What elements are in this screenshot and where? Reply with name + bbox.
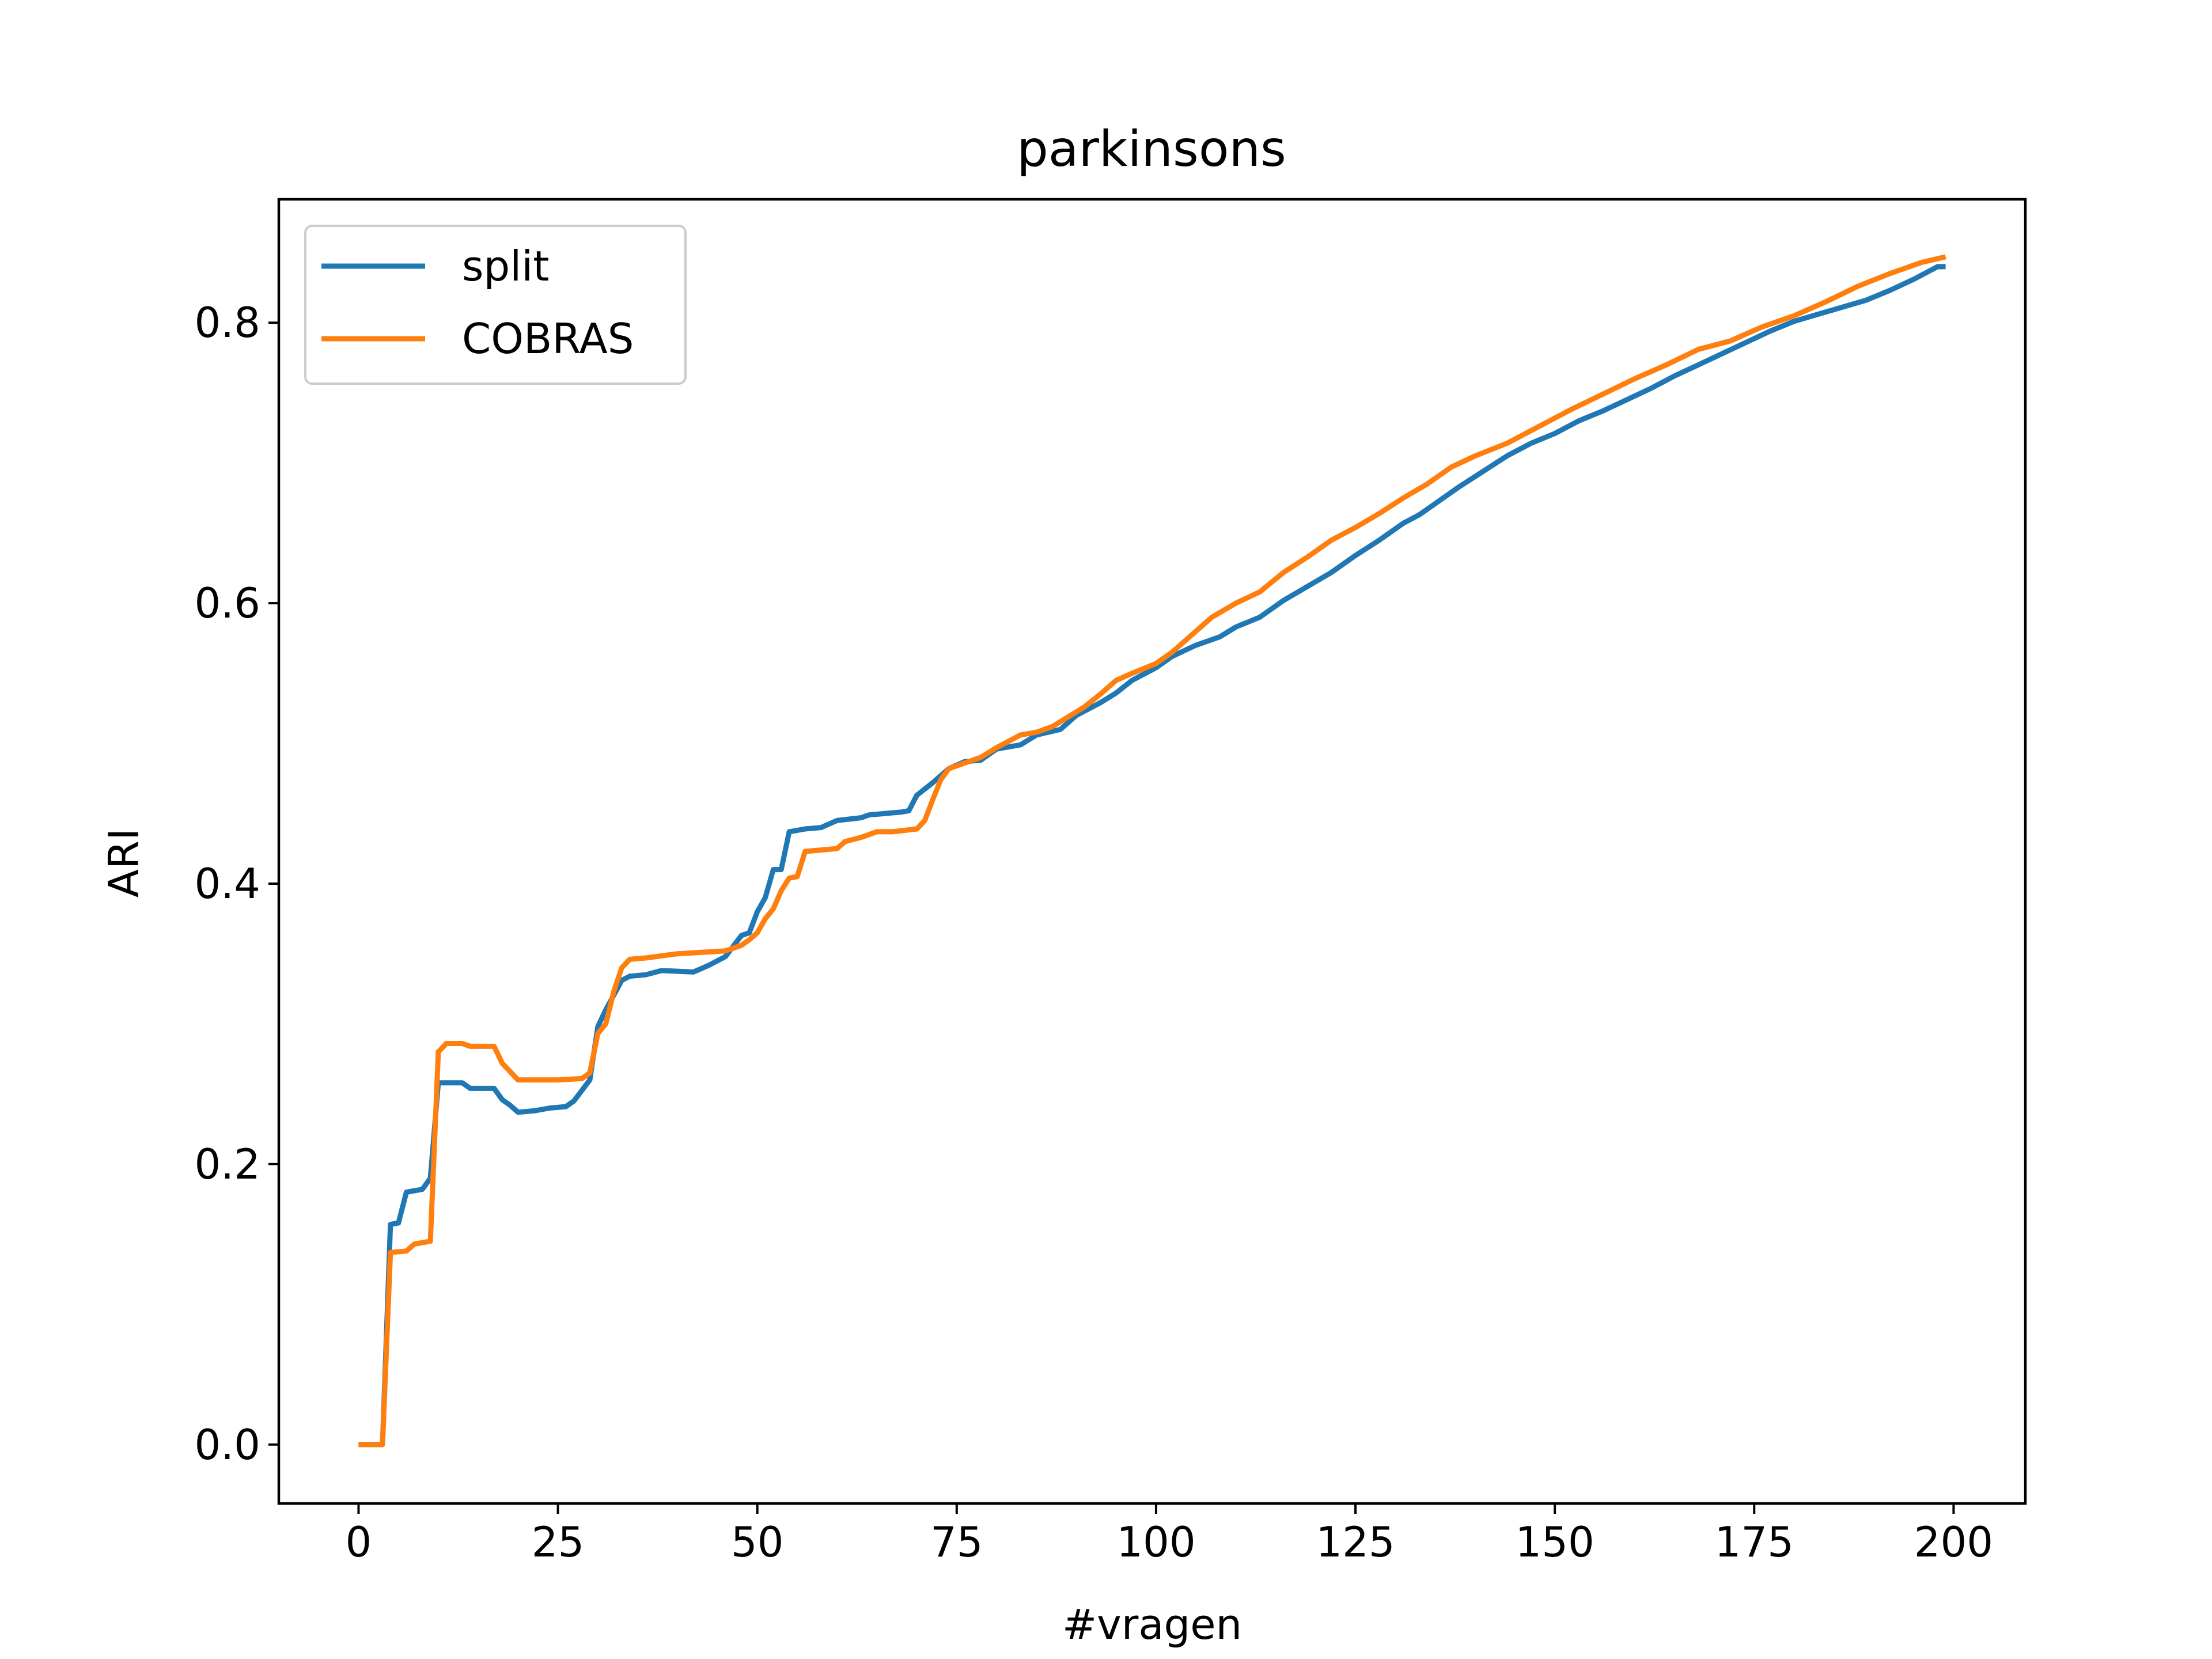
- chart-title: parkinsons: [1017, 120, 1286, 178]
- x-tick-label: 125: [1316, 1518, 1395, 1566]
- y-axis: 0.0 0.2 0.4 0.6 0.8: [194, 298, 279, 1469]
- y-tick-label: 0.4: [194, 859, 260, 908]
- legend-label-cobras: COBRAS: [462, 315, 634, 363]
- y-axis-label: ARI: [100, 828, 148, 898]
- x-tick-label: 150: [1515, 1518, 1594, 1566]
- x-tick-label: 175: [1715, 1518, 1794, 1566]
- x-axis-label: #vragen: [1062, 1600, 1242, 1649]
- y-tick-label: 0.2: [194, 1140, 260, 1188]
- y-tick-label: 0.8: [194, 298, 260, 347]
- x-tick-label: 100: [1116, 1518, 1195, 1566]
- series-line-cobras: [358, 254, 1946, 1448]
- x-tick-label: 200: [1914, 1518, 1993, 1566]
- x-tick-label: 75: [930, 1518, 983, 1566]
- plot-area-frame: [277, 198, 2027, 1505]
- x-tick-label: 50: [731, 1518, 784, 1566]
- y-tick-label: 0.6: [194, 579, 260, 627]
- x-tick-label: 25: [532, 1518, 585, 1566]
- legend: split COBRAS: [304, 225, 687, 385]
- legend-label-split: split: [462, 242, 549, 290]
- x-tick-label: 0: [346, 1518, 372, 1566]
- x-axis: 0 25 50 75 100 125 150 175 200: [346, 1503, 1993, 1566]
- y-tick-label: 0.0: [194, 1421, 260, 1469]
